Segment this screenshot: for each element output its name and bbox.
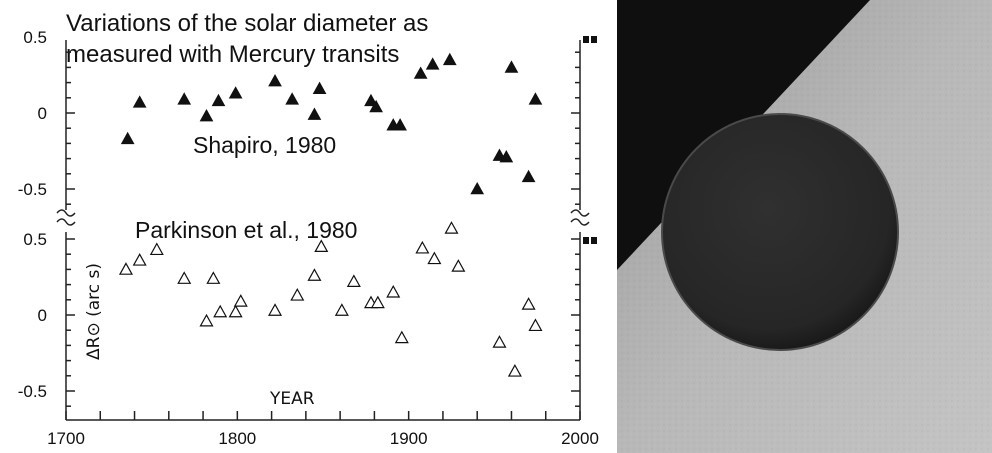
axis-ticks [65,51,581,420]
parkinson-data-point [314,239,329,252]
left-axis-break [56,209,76,217]
parkinson-data-point [233,294,248,307]
lower-marker-box-2 [591,237,597,244]
shapiro-data-point [528,92,543,105]
x-tick-label: 1700 [47,429,85,448]
chart-title-line-2: measured with Mercury transits [66,41,399,68]
shapiro-data-point [132,95,147,108]
data-points [118,52,543,377]
y-tick-label: 0.5 [23,230,47,249]
shapiro-data-point [364,93,378,107]
parkinson-data-point [268,303,283,316]
x-axis-label: YEAR [269,389,315,409]
chart-title-line-1: Variations of the solar diameter as [66,10,428,37]
axis-tick-labels: 1700 1800 1900 2000 0.5 0 -0.5 0.5 0 -0.5 [18,28,599,448]
shapiro-data-point [307,107,322,120]
parkinson-data-point [228,304,243,318]
parkinson-data-point [346,274,361,287]
mercury-disk [661,113,899,351]
shapiro-data-point [211,93,226,107]
parkinson-data-point [521,297,536,310]
parkinson-data-point [290,288,305,301]
lower-marker-box-1 [583,237,589,244]
parkinson-data-point [213,304,228,318]
y-tick-label: 0 [38,306,47,325]
shapiro-data-point [442,52,457,66]
y-axis-label: ΔR⊙ (arc s) [84,263,104,360]
shapiro-data-point [285,92,300,105]
parkinson-data-point [451,259,466,272]
parkinson-data-point [370,295,385,309]
parkinson-data-point [206,271,221,284]
shapiro-data-point [504,60,519,73]
parkinson-data-point [492,335,507,348]
right-axis-break [570,209,590,217]
y-tick-label: -0.5 [18,382,47,401]
shapiro-data-point [120,131,135,145]
chart-plot: Variations of the solar diameter as meas… [18,10,599,448]
series-label-shapiro: Shapiro, 1980 [193,132,336,158]
shapiro-data-point [228,86,243,99]
upper-marker-box-2 [591,36,597,43]
shapiro-data-point [393,118,407,131]
shapiro-data-point [312,81,327,94]
shapiro-data-point [199,109,214,122]
x-tick-label: 1900 [390,429,428,448]
shapiro-data-point [177,92,192,105]
parkinson-data-point [386,284,401,298]
shapiro-data-point [369,99,383,113]
shapiro-data-point [413,66,428,79]
shapiro-data-point [268,74,282,87]
parkinson-data-point [444,221,459,234]
parkinson-data-point [427,251,442,265]
parkinson-data-point [118,262,133,275]
y-tick-label: -0.5 [18,180,47,199]
left-axis-break-2 [56,218,76,226]
parkinson-data-point [132,253,147,266]
series-label-parkinson: Parkinson et al., 1980 [135,217,357,243]
parkinson-data-point [307,268,322,281]
right-axis-break-2 [570,218,590,226]
shapiro-data-point [470,181,485,195]
x-tick-label: 2000 [561,429,599,448]
shapiro-data-point [499,150,514,163]
parkinson-data-point [415,240,430,254]
parkinson-data-point [334,303,349,316]
upper-marker-box-1 [583,36,589,43]
y-tick-label: 0.5 [23,28,47,47]
shapiro-data-point [425,57,440,70]
parkinson-data-point [394,330,409,344]
parkinson-data-point [199,313,214,327]
mercury-transit-photo [617,0,992,453]
parkinson-data-point [507,364,522,377]
parkinson-data-point [177,271,192,284]
x-tick-label: 1800 [218,429,256,448]
y-tick-label: 0 [38,104,47,123]
parkinson-data-point [149,242,164,256]
shapiro-data-point [521,169,536,183]
parkinson-data-point [528,318,543,332]
